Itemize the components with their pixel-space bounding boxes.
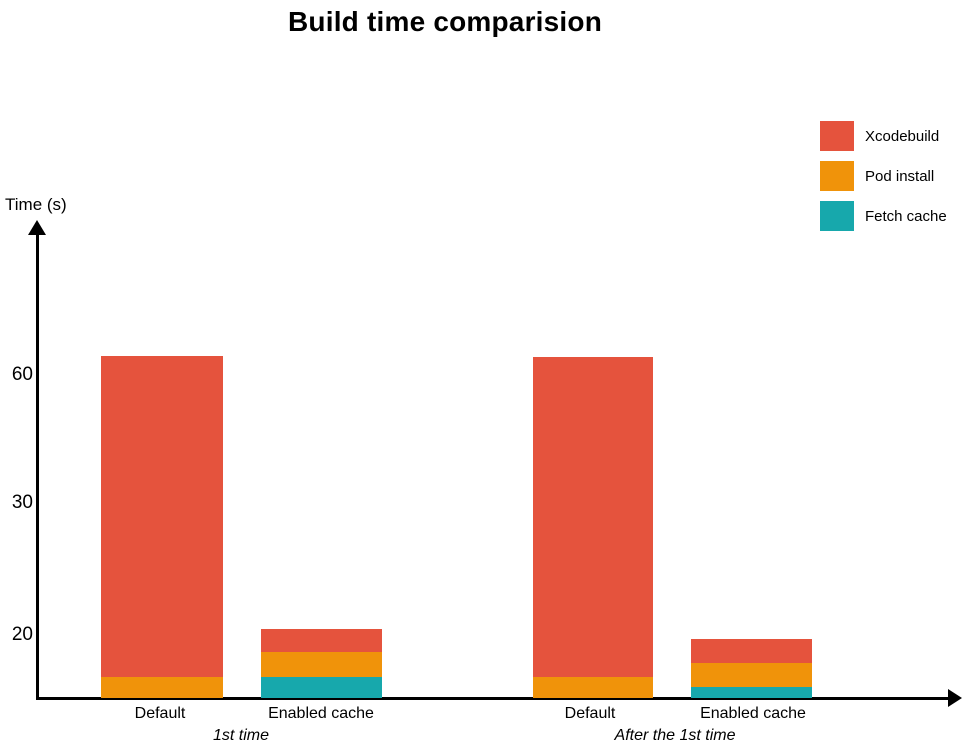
bar-segment-xcodebuild [691, 639, 812, 663]
x-category-label-enabled-cache-1st: Enabled cache [268, 705, 374, 722]
bar-segment-xcodebuild [101, 356, 223, 677]
y-axis-arrow-icon [28, 220, 46, 235]
x-group-label-1st-time: 1st time [212, 727, 270, 744]
legend: Xcodebuild Pod install Fetch cache [820, 121, 947, 241]
legend-label-fetch-cache: Fetch cache [865, 207, 947, 225]
bar-segment-xcodebuild [533, 357, 653, 677]
bar-enabled-cache-after-1st-time [691, 639, 812, 698]
x-category-label-default-after: Default [564, 705, 616, 722]
legend-item-xcodebuild: Xcodebuild [820, 121, 947, 151]
bar-segment-fetch-cache [691, 687, 812, 698]
legend-swatch-fetch-cache-icon [820, 201, 854, 231]
y-tick-label-60: 60 [11, 364, 33, 385]
bar-segment-fetch-cache [261, 677, 382, 698]
legend-label-pod-install: Pod install [865, 167, 935, 185]
chart-title: Build time comparision [288, 6, 602, 37]
bar-segment-pod-install [261, 652, 382, 677]
x-group-label-after-1st-time: After the 1st time [614, 727, 736, 744]
bar-enabled-cache-1st-time [261, 629, 382, 698]
legend-swatch-pod-install-icon [820, 161, 854, 191]
bar-segment-pod-install [691, 663, 812, 687]
x-category-label-enabled-cache-after: Enabled cache [700, 705, 806, 722]
legend-item-fetch-cache: Fetch cache [820, 201, 947, 231]
y-tick-label-30: 30 [11, 492, 33, 513]
y-axis-title: Time (s) [5, 195, 67, 214]
bar-default-after-1st-time [533, 357, 653, 698]
x-axis-arrow-icon [948, 689, 962, 707]
x-category-label-default-1st: Default [134, 705, 186, 722]
bar-segment-xcodebuild [261, 629, 382, 652]
bar-segment-pod-install [101, 677, 223, 698]
x-axis-line [36, 697, 948, 700]
legend-label-xcodebuild: Xcodebuild [865, 127, 940, 145]
legend-item-pod-install: Pod install [820, 161, 947, 191]
y-tick-label-20: 20 [11, 624, 33, 645]
y-axis-line [36, 232, 39, 698]
legend-swatch-xcodebuild-icon [820, 121, 854, 151]
bar-default-1st-time [101, 356, 223, 698]
bar-segment-pod-install [533, 677, 653, 698]
